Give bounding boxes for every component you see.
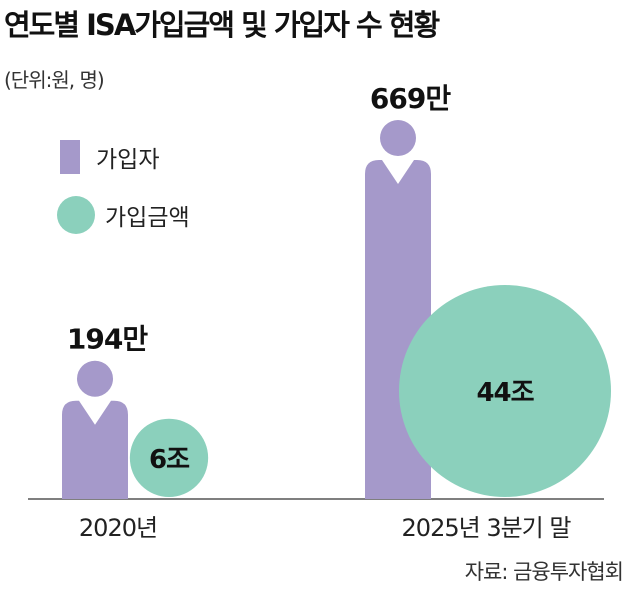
chart-title: 연도별 ISA가입금액 및 가입자 수 현황 xyxy=(4,8,440,42)
legend-swatch-circle-icon xyxy=(57,196,95,234)
legend-item-amount: 가입금액 xyxy=(57,196,190,234)
amount-bubble xyxy=(129,418,209,497)
subscriber-value-label: 194만 xyxy=(67,323,148,356)
amount-bubble xyxy=(399,285,611,497)
category-label: 2025년 3분기 말 xyxy=(402,514,572,542)
category-label: 2020년 xyxy=(79,514,157,542)
legend-item-subscribers: 가입자 xyxy=(60,140,159,174)
amount-value-label: 6조 xyxy=(149,445,190,475)
person-head-icon xyxy=(380,120,416,156)
source-note: 자료: 금융투자협회 xyxy=(464,560,624,584)
unit-label: (단위:원, 명) xyxy=(4,68,105,92)
person-head-icon xyxy=(77,360,113,397)
amount-value-label: 44조 xyxy=(476,378,534,408)
legend-swatch-square-icon xyxy=(60,140,80,174)
subscriber-value-label: 669만 xyxy=(370,82,451,115)
legend-label: 가입금액 xyxy=(105,205,190,231)
legend-label: 가입자 xyxy=(96,147,160,173)
person-bar-body xyxy=(62,400,128,499)
